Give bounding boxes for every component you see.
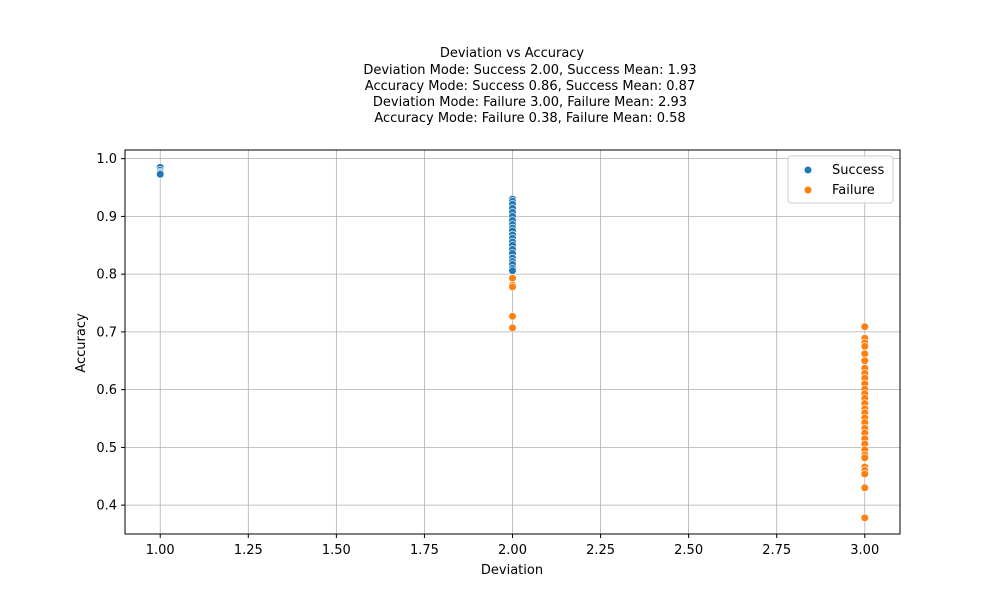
x-tick-label: 3.00	[850, 543, 879, 558]
x-tick-label: 2.25	[586, 543, 615, 558]
y-axis-ticks: 0.4 0.5 0.6 0.7 0.8 0.9 1.0	[96, 152, 125, 514]
x-tick-label: 1.75	[410, 543, 439, 558]
point-success	[156, 170, 165, 179]
point-failure	[508, 274, 517, 283]
data-points	[156, 163, 869, 522]
chart-subtitle-line-1: Deviation Mode: Success 2.00, Success Me…	[363, 63, 696, 78]
x-tick-label: 2.50	[674, 543, 703, 558]
y-tick-label: 0.9	[96, 210, 117, 225]
x-tick-label: 1.00	[146, 543, 175, 558]
point-success	[508, 266, 517, 275]
legend-marker-failure	[804, 186, 812, 194]
legend-marker-success	[804, 166, 812, 174]
point-failure	[860, 342, 869, 351]
chart-titles: Deviation vs Accuracy Deviation Mode: Su…	[363, 46, 696, 126]
point-failure	[860, 322, 869, 331]
chart-subtitle-line-3: Deviation Mode: Failure 3.00, Failure Me…	[373, 95, 687, 110]
point-failure	[860, 513, 869, 522]
chart-subtitle-line-4: Accuracy Mode: Failure 0.38, Failure Mea…	[374, 111, 685, 126]
chart-subtitle-line-2: Accuracy Mode: Success 0.86, Success Mea…	[365, 79, 695, 94]
legend-label-success: Success	[832, 163, 885, 178]
y-axis-label: Accuracy	[74, 313, 89, 373]
point-failure	[508, 282, 517, 291]
point-failure	[860, 349, 869, 358]
x-tick-label: 1.50	[322, 543, 351, 558]
legend-label-failure: Failure	[832, 183, 875, 198]
x-tick-label: 2.75	[762, 543, 791, 558]
y-tick-label: 0.4	[96, 499, 117, 514]
point-failure	[508, 323, 517, 332]
x-tick-label: 1.25	[234, 543, 263, 558]
y-tick-label: 0.6	[96, 383, 117, 398]
y-tick-label: 1.0	[96, 152, 117, 167]
point-failure	[860, 356, 869, 365]
legend-box	[787, 155, 894, 204]
y-tick-label: 0.5	[96, 441, 117, 456]
point-failure	[860, 453, 869, 462]
x-axis-ticks: 1.00 1.25 1.50 1.75 2.00 2.25 2.50 2.75 3.00	[146, 534, 879, 558]
chart-title: Deviation vs Accuracy	[440, 46, 585, 61]
y-tick-label: 0.7	[96, 325, 117, 340]
legend: Success Failure	[787, 155, 894, 204]
point-failure	[508, 312, 517, 321]
point-failure	[860, 469, 869, 479]
x-axis-label: Deviation	[481, 563, 543, 578]
x-tick-label: 2.00	[498, 543, 527, 558]
y-tick-label: 0.8	[96, 268, 117, 283]
point-failure	[860, 483, 869, 492]
